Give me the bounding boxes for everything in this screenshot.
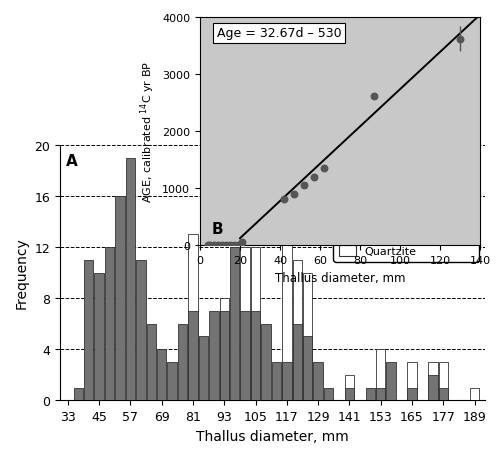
Bar (376, 388, 386, 400)
Bar (230, 248, 239, 400)
Point (300, 182, 308, 190)
Text: B: B (211, 222, 223, 237)
Bar (428, 375, 438, 400)
Bar (126, 158, 135, 400)
Bar (386, 362, 396, 400)
Bar (240, 311, 250, 400)
Point (320, 165, 328, 172)
Bar (470, 388, 480, 400)
Bar (146, 324, 156, 400)
Point (204, 242, 212, 249)
Point (230, 242, 238, 249)
Bar (303, 273, 312, 400)
Bar (168, 362, 177, 400)
Bar (198, 337, 208, 400)
Bar (74, 388, 83, 400)
Bar (220, 311, 229, 400)
Point (234, 242, 242, 249)
X-axis label: Thallus diameter, mm: Thallus diameter, mm (275, 271, 405, 284)
Point (226, 242, 234, 249)
Point (206, 242, 214, 249)
Bar (292, 324, 302, 400)
Bar (314, 362, 323, 400)
Bar (251, 311, 260, 400)
Bar (157, 349, 166, 400)
Bar (262, 324, 270, 400)
Text: A: A (66, 153, 78, 168)
Bar (94, 273, 104, 400)
Point (214, 242, 222, 249)
Bar (303, 337, 312, 400)
Bar (272, 362, 281, 400)
Bar (240, 248, 250, 400)
Bar (282, 222, 292, 400)
Point (218, 242, 226, 249)
Bar (178, 324, 187, 400)
Bar (344, 388, 354, 400)
Bar (188, 235, 198, 400)
Bar (344, 375, 354, 400)
Legend: Granitic and Gneiss, Quartzite: Granitic and Gneiss, Quartzite (334, 222, 480, 262)
Point (456, 36, 464, 44)
Bar (116, 197, 124, 400)
Y-axis label: Frequency: Frequency (15, 237, 29, 309)
Point (290, 191, 298, 198)
Bar (292, 260, 302, 400)
X-axis label: Thallus diameter, mm: Thallus diameter, mm (196, 429, 349, 443)
Bar (105, 248, 114, 400)
Bar (136, 260, 145, 400)
Point (280, 195, 288, 202)
Bar (220, 298, 229, 400)
Bar (84, 260, 94, 400)
Point (310, 174, 318, 181)
Point (370, 93, 378, 100)
Bar (428, 362, 438, 400)
Text: Age = 32.67d – 530: Age = 32.67d – 530 (217, 27, 342, 40)
Point (238, 239, 246, 247)
Bar (376, 349, 386, 400)
Bar (408, 362, 416, 400)
Bar (438, 388, 448, 400)
Bar (188, 311, 198, 400)
Point (210, 242, 218, 249)
Bar (438, 362, 448, 400)
Bar (408, 388, 416, 400)
Bar (324, 388, 334, 400)
Bar (282, 362, 292, 400)
Point (222, 242, 230, 249)
Y-axis label: AGE, calibrated $^{14}$C yr BP: AGE, calibrated $^{14}$C yr BP (138, 61, 156, 203)
Bar (251, 248, 260, 400)
Bar (209, 311, 218, 400)
Bar (366, 388, 375, 400)
